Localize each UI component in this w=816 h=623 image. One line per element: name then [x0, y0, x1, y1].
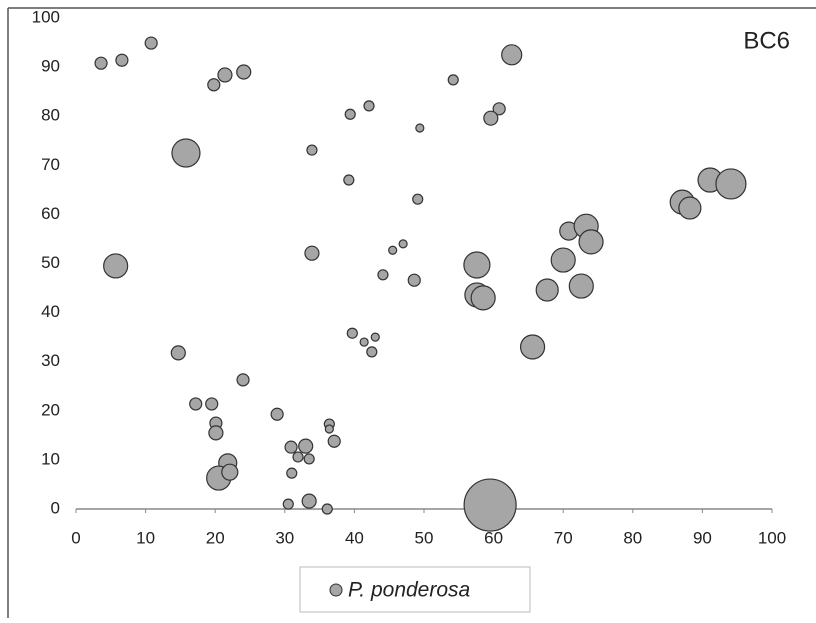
bubble — [370, 332, 380, 342]
annotation: BC6 — [743, 27, 790, 54]
bubble — [470, 285, 496, 311]
bubble — [324, 424, 334, 434]
legend-marker — [329, 583, 343, 597]
bubble — [407, 273, 421, 287]
bubble — [298, 438, 314, 454]
bubble — [363, 100, 375, 112]
bubble — [415, 123, 425, 133]
bubble — [463, 251, 491, 279]
y-tick-label: 10 — [41, 449, 60, 468]
y-tick-label: 60 — [41, 204, 60, 223]
bubble — [144, 36, 158, 50]
y-tick-label: 100 — [32, 7, 60, 26]
x-tick-label: 100 — [758, 528, 786, 547]
y-tick-label: 90 — [41, 57, 60, 76]
x-tick-label: 70 — [554, 528, 573, 547]
x-tick-label: 0 — [71, 528, 80, 547]
bubble — [343, 174, 355, 186]
y-tick-label: 40 — [41, 302, 60, 321]
bubble — [327, 434, 341, 448]
bubble — [306, 144, 318, 156]
bubble — [568, 273, 594, 299]
legend-label: P. ponderosa — [348, 579, 470, 602]
y-tick-label: 70 — [41, 155, 60, 174]
legend: P. ponderosa — [329, 579, 470, 602]
bubble — [103, 253, 129, 279]
bubble — [282, 498, 294, 510]
bubble — [284, 440, 298, 454]
bubble — [535, 278, 559, 302]
x-tick-label: 60 — [484, 528, 503, 547]
bubble — [170, 345, 186, 361]
y-tick-label: 30 — [41, 351, 60, 370]
bubble — [286, 467, 298, 479]
x-tick-label: 20 — [206, 528, 225, 547]
y-tick-label: 20 — [41, 400, 60, 419]
y-tick-label: 0 — [51, 498, 60, 517]
bubble — [94, 56, 108, 70]
x-tick-label: 30 — [275, 528, 294, 547]
bubble — [346, 327, 358, 339]
bubble — [492, 102, 506, 116]
x-tick-label: 50 — [415, 528, 434, 547]
bubble — [217, 67, 233, 83]
bubble — [303, 453, 315, 465]
x-tick-label: 40 — [345, 528, 364, 547]
bubble — [519, 334, 546, 360]
y-tick-label: 80 — [41, 106, 60, 125]
bubble — [292, 451, 304, 463]
bubble — [366, 346, 378, 358]
bubble — [189, 397, 203, 411]
bubble — [501, 44, 523, 66]
bubble — [412, 193, 424, 205]
bubble — [359, 337, 369, 347]
bubble — [304, 245, 320, 261]
bubble — [678, 196, 702, 220]
bubble — [270, 407, 284, 421]
bubble — [388, 245, 398, 255]
bubble — [208, 425, 224, 441]
x-tick-label: 10 — [136, 528, 155, 547]
bubble — [171, 138, 201, 168]
bubble — [207, 78, 221, 92]
bubble — [483, 110, 499, 126]
bubble — [715, 168, 747, 200]
bubble — [301, 493, 317, 509]
bubble — [321, 503, 333, 515]
bubble — [398, 239, 408, 249]
bubble — [115, 53, 129, 67]
bubble — [236, 373, 250, 387]
bubble — [447, 74, 459, 86]
bubble — [236, 64, 252, 80]
x-tick-label: 90 — [693, 528, 712, 547]
bubble — [205, 397, 219, 411]
bubble — [550, 247, 576, 273]
bubble — [344, 108, 356, 120]
bubble — [463, 478, 517, 532]
x-tick-label: 80 — [623, 528, 642, 547]
y-tick-label: 50 — [41, 253, 60, 272]
bubble — [578, 229, 604, 255]
bubble — [221, 463, 239, 481]
bubble — [377, 269, 389, 281]
